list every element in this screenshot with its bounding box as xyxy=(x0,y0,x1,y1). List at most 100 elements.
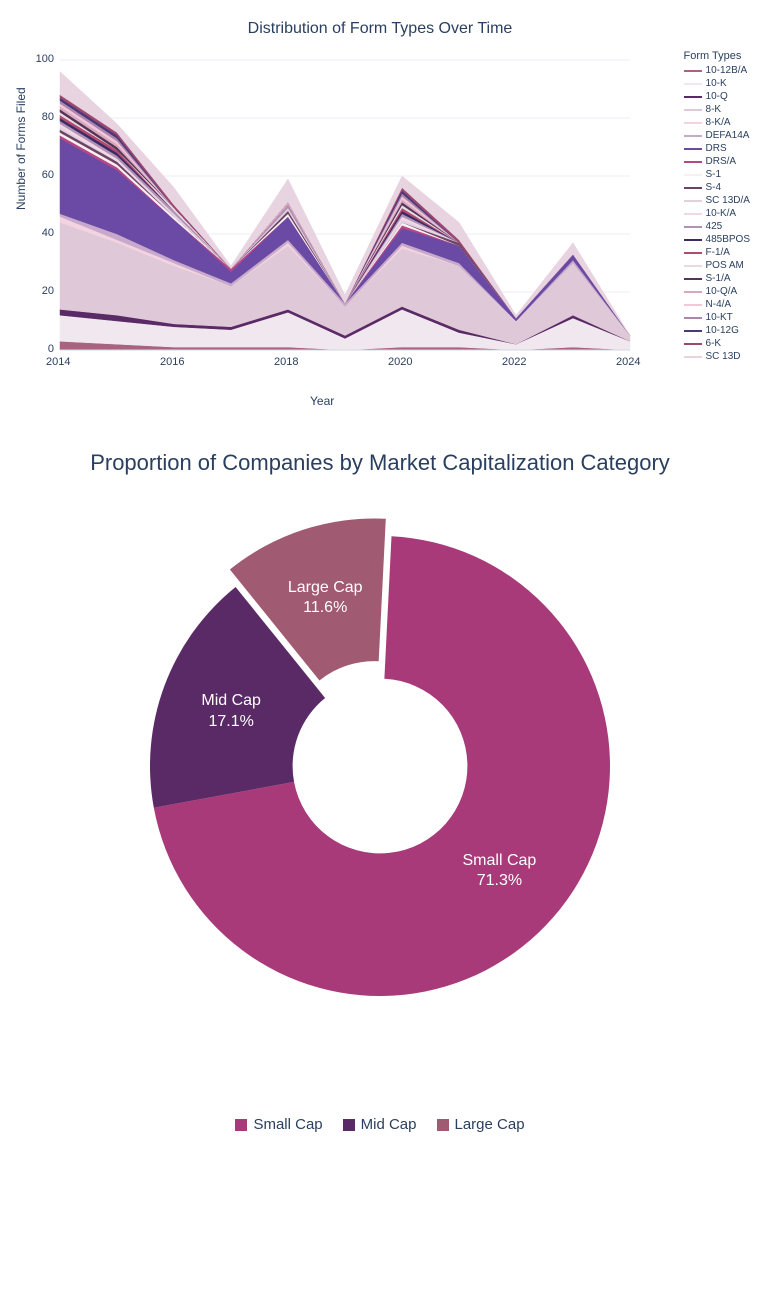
legend-item[interactable]: 8-K/A xyxy=(684,116,750,129)
legend-title: Form Types xyxy=(684,50,750,62)
legend-item[interactable]: S-1 xyxy=(684,168,750,181)
legend-item[interactable]: DRS xyxy=(684,142,750,155)
pie-legend-item[interactable]: Large Cap xyxy=(437,1116,525,1133)
legend-item[interactable]: 10-Q xyxy=(684,90,750,103)
x-tick-label: 2014 xyxy=(46,356,70,368)
legend-label: 10-KT xyxy=(706,312,733,323)
pie-chart-title: Proportion of Companies by Market Capita… xyxy=(0,450,760,476)
legend-item[interactable]: S-4 xyxy=(684,181,750,194)
x-tick-label: 2016 xyxy=(160,356,184,368)
legend-item[interactable]: F-1/A xyxy=(684,246,750,259)
pie-chart-legend: Small Cap Mid Cap Large Cap xyxy=(0,1116,760,1135)
legend-item[interactable]: POS AM xyxy=(684,259,750,272)
legend-item[interactable]: 8-K xyxy=(684,103,750,116)
y-tick-label: 40 xyxy=(24,227,54,239)
y-tick-label: 100 xyxy=(24,53,54,65)
pie-chart-canvas: Small Cap71.3% Mid Cap17.1% Large Cap11.6% xyxy=(120,506,640,1026)
legend-item[interactable]: 485BPOS xyxy=(684,233,750,246)
legend-swatch xyxy=(684,356,702,358)
legend-label: 10-12B/A xyxy=(706,65,748,76)
legend-item[interactable]: 10-12G xyxy=(684,324,750,337)
legend-swatch xyxy=(684,239,702,241)
legend-label: DEFA14A xyxy=(706,130,750,141)
legend-label: N-4/A xyxy=(706,299,732,310)
legend-item[interactable]: 10-KT xyxy=(684,311,750,324)
area-chart: Distribution of Form Types Over Time Num… xyxy=(0,0,760,420)
legend-label: 6-K xyxy=(706,338,722,349)
legend-swatch xyxy=(684,278,702,280)
legend-label: 10-Q xyxy=(706,91,728,102)
legend-item[interactable]: S-1/A xyxy=(684,272,750,285)
y-tick-label: 0 xyxy=(24,343,54,355)
pie-legend-item[interactable]: Mid Cap xyxy=(343,1116,417,1133)
legend-label: DRS xyxy=(706,143,727,154)
legend-label: 10-K xyxy=(706,78,727,89)
legend-swatch xyxy=(684,174,702,176)
pie-legend-label: Mid Cap xyxy=(361,1116,417,1133)
y-tick-label: 60 xyxy=(24,169,54,181)
legend-swatch xyxy=(684,135,702,137)
legend-swatch xyxy=(684,317,702,319)
x-tick-label: 2020 xyxy=(388,356,412,368)
pie-legend-swatch xyxy=(437,1119,449,1131)
legend-swatch xyxy=(684,226,702,228)
legend-swatch xyxy=(684,291,702,293)
pie-legend-swatch xyxy=(343,1119,355,1131)
pie-chart-svg xyxy=(120,506,640,1026)
legend-label: POS AM xyxy=(706,260,744,271)
legend-swatch xyxy=(684,83,702,85)
legend-label: 425 xyxy=(706,221,723,232)
legend-swatch xyxy=(684,304,702,306)
pie-chart: Proportion of Companies by Market Capita… xyxy=(0,450,760,1135)
legend-label: 10-K/A xyxy=(706,208,737,219)
y-tick-label: 20 xyxy=(24,285,54,297)
y-axis-label: Number of Forms Filed xyxy=(14,87,28,210)
legend-item[interactable]: 10-Q/A xyxy=(684,285,750,298)
x-tick-label: 2024 xyxy=(616,356,640,368)
legend-swatch xyxy=(684,252,702,254)
pie-legend-label: Small Cap xyxy=(253,1116,322,1133)
legend-swatch xyxy=(684,161,702,163)
legend-swatch xyxy=(684,122,702,124)
legend-label: DRS/A xyxy=(706,156,737,167)
legend-item[interactable]: 10-K xyxy=(684,77,750,90)
area-chart-legend: Form Types 10-12B/A 10-K 10-Q 8-K8-K/ADEFA1… xyxy=(684,50,750,363)
legend-label: SC 13D xyxy=(706,351,741,362)
legend-swatch xyxy=(684,200,702,202)
x-tick-label: 2022 xyxy=(502,356,526,368)
area-chart-title: Distribution of Form Types Over Time xyxy=(0,0,760,38)
legend-label: 10-12G xyxy=(706,325,739,336)
y-tick-label: 80 xyxy=(24,111,54,123)
pie-slice-label: Small Cap71.3% xyxy=(449,851,549,893)
legend-label: 485BPOS xyxy=(706,234,750,245)
pie-legend-swatch xyxy=(235,1119,247,1131)
legend-label: 8-K xyxy=(706,104,722,115)
legend-swatch xyxy=(684,343,702,345)
pie-slice-label: Mid Cap17.1% xyxy=(181,691,281,733)
legend-item[interactable]: DEFA14A xyxy=(684,129,750,142)
legend-swatch xyxy=(684,70,702,72)
legend-swatch xyxy=(684,148,702,150)
legend-item[interactable]: SC 13D xyxy=(684,350,750,363)
x-axis-label: Year xyxy=(310,394,334,408)
legend-label: S-1 xyxy=(706,169,722,180)
legend-item[interactable]: SC 13D/A xyxy=(684,194,750,207)
legend-swatch xyxy=(684,213,702,215)
legend-item[interactable]: DRS/A xyxy=(684,155,750,168)
legend-item[interactable]: 10-12B/A xyxy=(684,64,750,77)
legend-label: F-1/A xyxy=(706,247,730,258)
pie-legend-item[interactable]: Small Cap xyxy=(235,1116,322,1133)
legend-label: 10-Q/A xyxy=(706,286,738,297)
legend-item[interactable]: 425 xyxy=(684,220,750,233)
legend-swatch xyxy=(684,96,702,98)
legend-swatch xyxy=(684,330,702,332)
legend-label: S-4 xyxy=(706,182,722,193)
legend-item[interactable]: 10-K/A xyxy=(684,207,750,220)
legend-item[interactable]: 6-K xyxy=(684,337,750,350)
legend-label: S-1/A xyxy=(706,273,731,284)
legend-label: SC 13D/A xyxy=(706,195,750,206)
pie-slice-label: Large Cap11.6% xyxy=(275,578,375,620)
area-chart-svg xyxy=(0,40,760,400)
x-tick-label: 2018 xyxy=(274,356,298,368)
legend-item[interactable]: N-4/A xyxy=(684,298,750,311)
